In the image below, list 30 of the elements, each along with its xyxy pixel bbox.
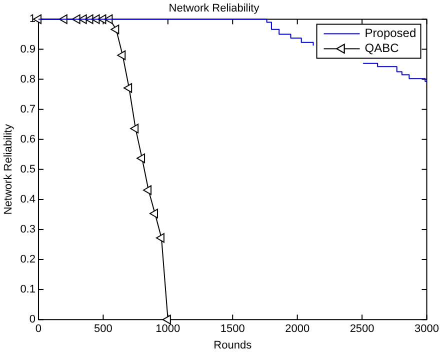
y-tick-label: 0.6: [20, 133, 36, 146]
y-tick-label: 0.2: [20, 254, 36, 266]
y-tick-label: 0.1: [20, 284, 36, 296]
x-tick-label: 2500: [350, 323, 374, 336]
legend-label: Proposed: [364, 26, 416, 40]
y-tick-label: 0.8: [20, 73, 36, 86]
point: [156, 233, 164, 243]
y-tick-label: 0.3: [20, 224, 36, 236]
point: [117, 50, 126, 60]
chart-title: Network Reliability: [168, 2, 260, 15]
x-tick-label: 1500: [220, 323, 245, 336]
x-axis-title: Rounds: [214, 339, 252, 352]
y-tick-label: 0.7: [20, 103, 36, 116]
x-tick-label: 3000: [414, 323, 440, 336]
y-tick-label: 0: [29, 314, 36, 326]
x-tick-label: 2000: [285, 323, 310, 336]
point: [110, 24, 120, 34]
y-tick-label: 0.9: [20, 43, 36, 56]
point: [130, 124, 139, 134]
legend-label: QABC: [364, 41, 400, 56]
x-tick-label: 500: [94, 323, 112, 336]
x-tick-label: 1000: [156, 323, 180, 336]
point: [136, 153, 146, 164]
y-axis-title: Network Reliability: [2, 124, 15, 215]
y-tick-label: 0.4: [20, 193, 36, 206]
point: [124, 83, 132, 93]
y-tick-label: 0.5: [20, 163, 36, 176]
point: [149, 208, 158, 218]
point: [143, 185, 152, 195]
y-tick-label: 1: [29, 13, 36, 26]
